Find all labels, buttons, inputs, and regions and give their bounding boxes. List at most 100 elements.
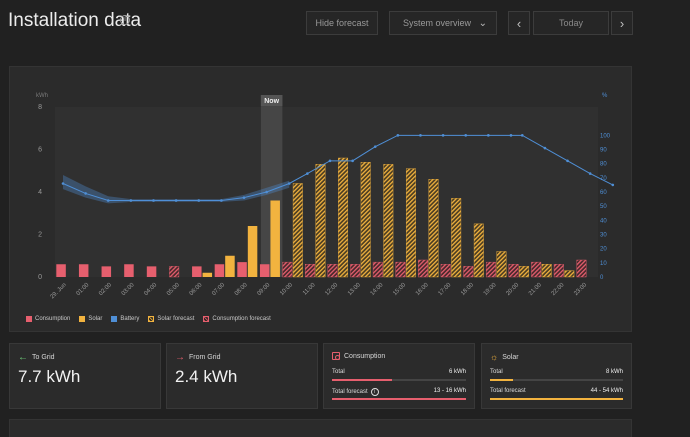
consumption-bar xyxy=(101,266,112,277)
next-day-button[interactable]: › xyxy=(611,11,633,35)
consumption-bar xyxy=(395,261,406,278)
legend-swatch xyxy=(148,316,155,322)
x-tick-label: 04:00 xyxy=(143,282,158,297)
battery-point xyxy=(611,183,615,187)
left-tick-label: 4 xyxy=(38,189,42,196)
view-select[interactable]: System overview ⌄ xyxy=(389,11,497,35)
consumption-bar xyxy=(124,264,134,277)
consumption-forecast-value: 13 - 16 kWh xyxy=(433,388,466,394)
today-button[interactable]: Today xyxy=(533,11,609,35)
info-icon[interactable]: i xyxy=(120,15,130,25)
battery-point xyxy=(419,134,422,137)
solar-total-value: 8 kWh xyxy=(605,369,623,375)
consumption-bar xyxy=(576,259,587,278)
consumption-label: Consumption xyxy=(344,352,386,360)
x-tick-label: 15:00 xyxy=(392,282,407,297)
legend-label: Consumption forecast xyxy=(212,316,271,322)
consumption-bar xyxy=(304,264,315,278)
x-tick-label: 17:00 xyxy=(437,282,452,297)
battery-point xyxy=(566,159,569,163)
right-axis-label: % xyxy=(602,93,608,99)
x-tick-label: 22:00 xyxy=(551,282,566,297)
x-tick-label: 09:00 xyxy=(256,282,271,297)
legend-swatch xyxy=(79,316,86,322)
solar-bar xyxy=(428,179,439,278)
x-tick-label: 12:00 xyxy=(324,282,339,297)
legend-label: Solar forecast xyxy=(157,316,195,322)
consumption-bar xyxy=(56,264,66,277)
left-axis-label: kWh xyxy=(36,93,48,99)
legend-swatch xyxy=(26,316,32,322)
x-tick-label: 23:00 xyxy=(573,282,588,297)
from-grid-card: → From Grid 2.4 kWh xyxy=(166,343,318,409)
right-tick-label: 70 xyxy=(600,176,607,182)
x-tick-label: 10:00 xyxy=(279,282,294,297)
solar-label: Solar xyxy=(502,353,519,361)
consumption-icon xyxy=(332,352,340,360)
chevron-down-icon: ⌄ xyxy=(478,18,487,29)
battery-point xyxy=(265,190,268,194)
legend-battery[interactable]: Battery xyxy=(111,316,139,322)
to-grid-card: ← To Grid 7.7 kWh xyxy=(9,343,161,409)
chevron-right-icon: › xyxy=(619,15,625,31)
battery-point xyxy=(588,172,592,175)
consumption-bar xyxy=(418,259,429,278)
battery-line xyxy=(62,134,614,201)
solar-bar xyxy=(315,164,326,278)
legend-consumption[interactable]: Consumption xyxy=(26,316,70,322)
solar-bar xyxy=(202,272,213,277)
right-tick-label: 90 xyxy=(600,148,607,154)
consumption-bar xyxy=(146,266,157,277)
x-tick-label: 07:00 xyxy=(211,282,226,297)
x-tick-label: 21:00 xyxy=(528,282,543,297)
right-tick-label: 10 xyxy=(600,261,607,267)
battery-point xyxy=(152,199,155,202)
consumption-bar xyxy=(485,261,496,278)
legend-swatch xyxy=(203,316,210,322)
x-tick-label: 08:00 xyxy=(234,282,249,297)
hide-forecast-button[interactable]: Hide forecast xyxy=(306,11,378,35)
x-tick-label: 14:00 xyxy=(370,282,385,297)
solar-forecast-label: Total forecast xyxy=(490,388,526,394)
installation-chart: Now kWh 0 2 4 6 8% 0 10 20 30 40 50 60 70 80 90 100 29. J… xyxy=(36,93,615,300)
battery-point xyxy=(373,145,377,148)
left-tick-label: 8 xyxy=(38,104,42,111)
solar-bar xyxy=(496,251,507,278)
solar-forecast-fill xyxy=(490,398,623,400)
right-tick-label: 0 xyxy=(600,275,604,281)
prev-day-button[interactable]: ‹ xyxy=(508,11,530,35)
consumption-forecast-label: Total forecast i xyxy=(332,388,379,396)
battery-point xyxy=(487,134,490,137)
solar-bar xyxy=(338,157,349,278)
page-title: Installation data xyxy=(8,10,142,31)
solar-bar xyxy=(405,168,416,278)
right-tick-label: 40 xyxy=(600,218,607,224)
consumption-bar xyxy=(372,261,383,278)
consumption-total-value: 6 kWh xyxy=(448,369,466,375)
left-tick-label: 6 xyxy=(38,147,42,154)
battery-point xyxy=(306,172,309,175)
solar-bar xyxy=(473,223,484,278)
consumption-bar xyxy=(78,264,89,277)
right-tick-label: 80 xyxy=(600,162,607,168)
battery-point xyxy=(328,159,332,163)
right-tick-label: 60 xyxy=(600,190,607,196)
consumption-bar xyxy=(463,266,474,278)
solar-bar xyxy=(451,198,462,278)
x-tick-label: 13:00 xyxy=(347,282,362,297)
right-tick-label: 30 xyxy=(600,233,607,239)
legend-solar-forecast[interactable]: Solar forecast xyxy=(148,316,194,322)
battery-point xyxy=(287,182,291,185)
left-tick-label: 2 xyxy=(38,232,42,239)
info-circle-icon[interactable]: i xyxy=(370,388,379,396)
x-tick-label: 06:00 xyxy=(189,282,204,297)
solar-bar xyxy=(247,226,258,277)
legend-solar[interactable]: Solar xyxy=(79,316,102,322)
solar-bar xyxy=(564,270,575,278)
legend-consumption-forecast[interactable]: Consumption forecast xyxy=(203,316,271,322)
left-tick-label: 0 xyxy=(38,274,42,281)
solar-bar xyxy=(292,183,303,278)
legend-label: Solar xyxy=(88,316,103,322)
battery-point xyxy=(520,134,524,137)
battery-point xyxy=(441,134,445,137)
